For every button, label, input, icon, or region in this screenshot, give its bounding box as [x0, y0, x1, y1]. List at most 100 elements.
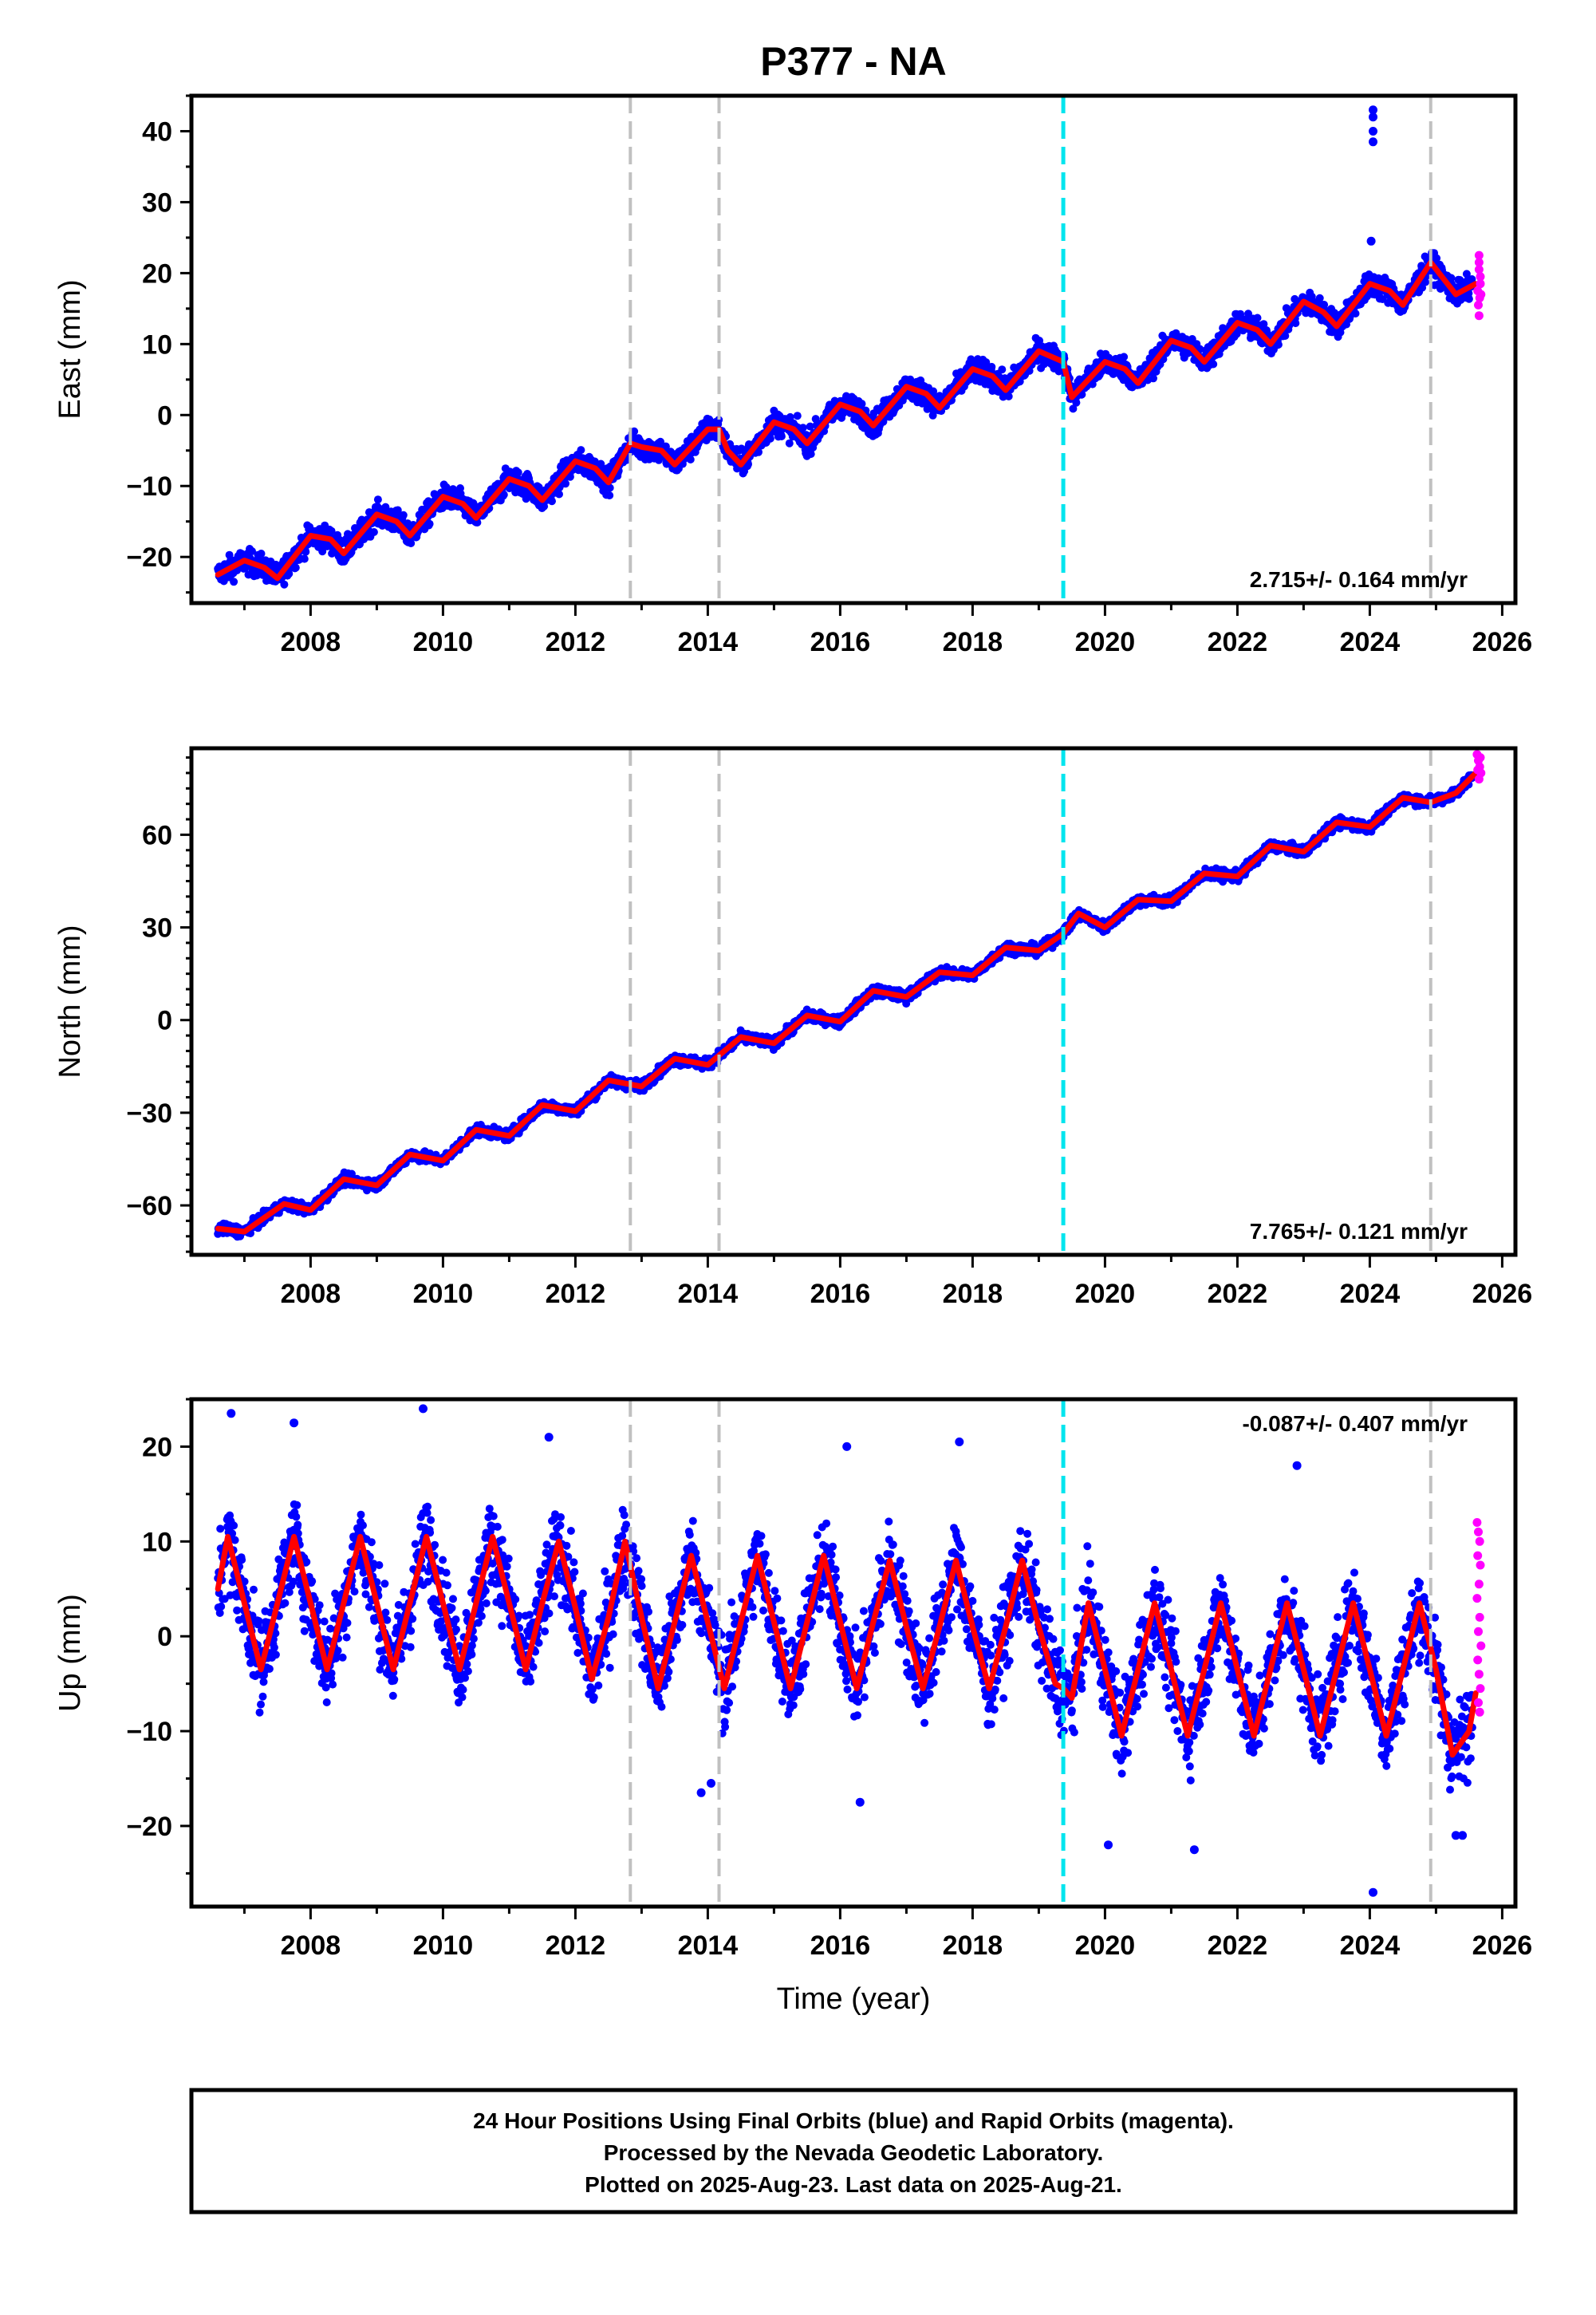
east-final-point	[705, 415, 714, 424]
east-rapid-point	[1476, 272, 1485, 282]
east-outlier-point	[1369, 137, 1377, 147]
east-final-point	[786, 412, 794, 421]
east-final-point	[605, 483, 614, 492]
east-final-point	[565, 472, 574, 481]
east-final-point	[1432, 254, 1441, 262]
east-final-point	[301, 547, 310, 556]
east-final-point	[755, 448, 763, 456]
east-final-point	[798, 424, 807, 432]
east-final-point	[857, 400, 866, 408]
east-rapid-point	[1476, 279, 1485, 289]
east-rapid-point	[1474, 300, 1483, 310]
east-final-point	[1120, 353, 1129, 361]
east-rapid-point	[1476, 290, 1486, 299]
east-x-tick-label: 2026	[1472, 627, 1533, 657]
east-final-point	[793, 412, 802, 420]
east-final-point	[1004, 392, 1013, 400]
east-final-point	[407, 539, 416, 547]
east-final-point	[777, 432, 786, 440]
east-final-point	[399, 511, 408, 519]
east-x-tick-label: 2024	[1340, 627, 1401, 657]
east-final-point	[987, 362, 996, 371]
east-x-tick-label: 2022	[1208, 627, 1268, 657]
east-x-tick-label: 2014	[678, 627, 739, 657]
east-y-tick-label: 10	[142, 329, 172, 360]
east-y-tick-label: −10	[126, 471, 172, 502]
east-final-point	[369, 528, 378, 536]
east-final-point	[327, 526, 336, 535]
east-frame	[189, 93, 1518, 605]
east-rapid-orbit-points	[1473, 250, 1486, 321]
north-plot-area	[214, 750, 1486, 1241]
east-final-point	[806, 450, 815, 459]
east-y-tick-label: 40	[142, 116, 172, 147]
east-final-point	[548, 497, 556, 506]
east-final-point	[381, 503, 390, 511]
east-y-tick-label: 0	[157, 400, 172, 431]
east-final-point	[257, 550, 266, 558]
east-final-point	[1149, 374, 1157, 383]
east-rate-label: 2.715+/- 0.164 mm/yr	[1250, 567, 1468, 592]
east-final-point	[230, 578, 238, 586]
east-final-point	[1464, 294, 1473, 303]
east-final-point	[928, 411, 937, 420]
east-rapid-point	[1474, 265, 1484, 274]
east-final-point	[1035, 337, 1044, 345]
east-outlier-point	[1369, 127, 1377, 136]
east-outlier-point	[1366, 236, 1376, 246]
east-final-point	[630, 427, 639, 436]
east-x-tick-label: 2020	[1075, 627, 1136, 657]
east-final-point	[300, 554, 309, 563]
east-final-point	[1315, 294, 1324, 302]
east-final-point	[605, 491, 614, 499]
east-final-point	[1259, 320, 1268, 329]
east-final-point	[1069, 404, 1078, 413]
east-final-point	[393, 506, 402, 515]
east-final-point	[425, 519, 434, 528]
east-final-point	[562, 479, 569, 488]
east-x-tick-label: 2010	[413, 627, 474, 657]
east-final-point	[1462, 270, 1471, 278]
east-final-point	[1244, 310, 1252, 318]
east-final-point	[291, 563, 300, 572]
east-final-point	[1320, 301, 1329, 309]
east-final-point	[499, 491, 508, 499]
east-final-point	[715, 416, 723, 424]
east-model-fit-line	[215, 259, 1479, 582]
east-plot-area	[214, 105, 1486, 589]
east-final-point	[998, 365, 1007, 374]
east-final-point	[373, 495, 382, 504]
east-final-point	[280, 580, 289, 589]
east-final-point	[1447, 274, 1456, 282]
east-final-point	[1291, 319, 1300, 328]
east-final-point	[1253, 314, 1262, 322]
east-y-tick-label: −20	[126, 542, 172, 573]
east-final-point	[1072, 398, 1081, 407]
east-final-point	[982, 358, 991, 367]
east-x-tick-label: 2008	[281, 627, 341, 657]
east-final-point	[577, 446, 585, 455]
east-final-point	[540, 502, 549, 511]
east-final-point	[1351, 310, 1360, 317]
east-final-point	[514, 468, 522, 477]
east-final-point	[1274, 341, 1283, 349]
east-final-point	[766, 434, 774, 443]
east-x-tick-label: 2018	[943, 627, 1003, 657]
chart-title: P377 - NA	[760, 39, 946, 84]
east-final-point	[449, 485, 457, 494]
east-final-point	[806, 422, 814, 431]
east-final-point	[555, 490, 563, 499]
east-rapid-point	[1474, 258, 1484, 267]
east-final-point	[248, 547, 256, 555]
east-final-point	[1209, 360, 1218, 369]
east-rapid-point	[1474, 311, 1484, 321]
east-x-tick-label: 2012	[546, 627, 606, 657]
east-y-axis-label: East (mm)	[53, 279, 87, 419]
east-outlier-point	[1369, 105, 1377, 115]
east-y-tick-label: 30	[142, 187, 172, 218]
east-rapid-point	[1474, 250, 1484, 260]
